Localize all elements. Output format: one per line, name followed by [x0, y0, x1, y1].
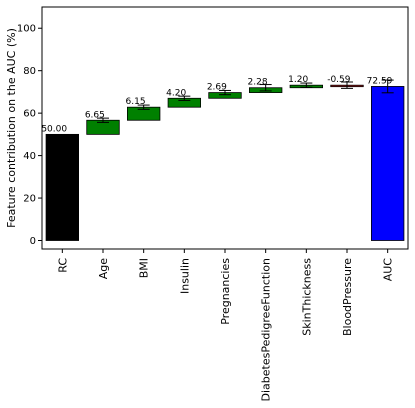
bar-AUC [370, 86, 405, 241]
y-tick-label: 80 [23, 66, 36, 77]
x-tick-label-BMI: BMI [138, 258, 151, 278]
bar-RC [45, 133, 79, 241]
y-tick-label: 40 [23, 151, 36, 162]
x-tick-label-SkinThickness: SkinThickness [300, 258, 313, 336]
y-tick-label: 100 [17, 24, 36, 35]
data-label-AUC: 72.59 [367, 76, 393, 86]
x-tick-label-Insulin: Insulin [178, 258, 191, 294]
x-tick-label-Pregnancies: Pregnancies [219, 258, 232, 325]
data-label-DiabetesPedigreeFunction: 2.28 [248, 78, 268, 88]
x-tick-label-AUC: AUC [382, 258, 395, 282]
x-tick-label-RC: RC [56, 258, 69, 273]
y-tick-label: 20 [23, 194, 36, 205]
data-label-RC: 50.00 [41, 124, 67, 134]
data-label-Insulin: 4.20 [166, 88, 186, 98]
y-tick-label: 0 [30, 236, 36, 247]
data-label-BloodPressure: -0.59 [327, 75, 351, 85]
x-tick-label-DiabetesPedigreeFunction: DiabetesPedigreeFunction [260, 258, 273, 401]
data-label-SkinThickness: 1.20 [288, 75, 308, 85]
data-label-BMI: 6.15 [126, 97, 146, 107]
y-tick-label: 60 [23, 109, 36, 120]
x-tick-label-Age: Age [97, 258, 110, 280]
data-label-Age: 6.65 [85, 110, 105, 120]
y-axis-title: Feature contribution on the AUC (%) [5, 28, 18, 228]
data-label-Pregnancies: 2.69 [207, 83, 227, 93]
x-tick-label-BloodPressure: BloodPressure [341, 258, 354, 336]
